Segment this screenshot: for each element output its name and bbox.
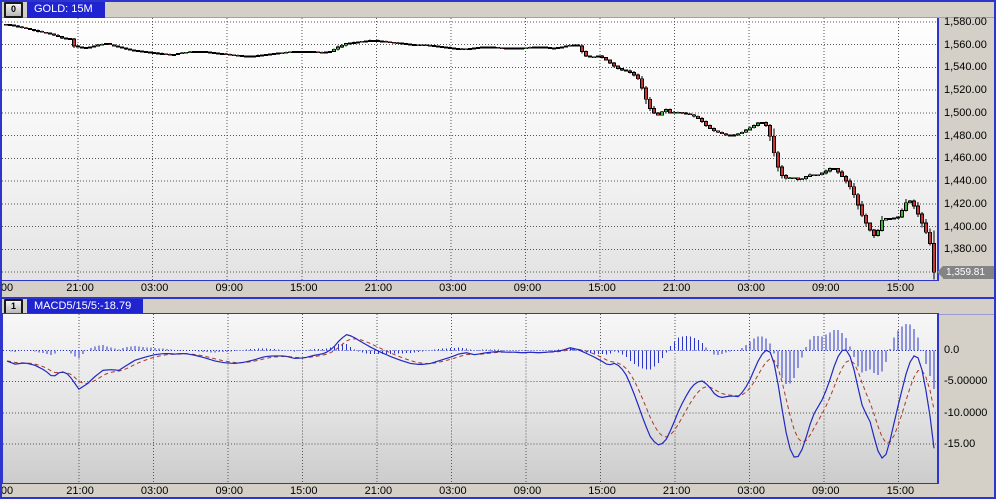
time-axis-tick: 21:00	[364, 282, 393, 294]
price-axis-tick: 1,560.00	[944, 38, 987, 51]
price-axis-tick: 1,380.00	[944, 243, 987, 256]
candlestick-chart[interactable]	[2, 18, 939, 281]
last-price-marker: 1,359.81	[937, 265, 994, 279]
time-axis-tick: 09:00	[215, 282, 243, 294]
price-axis-tick: 1,540.00	[944, 61, 987, 74]
time-axis-tick: :00	[2, 485, 14, 497]
time-axis-tick: 21:00	[66, 485, 94, 497]
price-axis-tick: 1,420.00	[944, 197, 987, 210]
price-axis-tick: 1,460.00	[944, 152, 987, 165]
time-axis-tick: 03:00	[737, 282, 765, 294]
price-axis: 1,580.00 1,560.00 1,540.00 1,520.00 1,500.00…	[941, 16, 994, 281]
time-axis-tick: 21:00	[66, 282, 94, 294]
time-axis-tick: 15:00	[886, 485, 915, 497]
time-axis-tick: 03:00	[439, 485, 467, 497]
macd-axis-tick: -15.00	[944, 438, 976, 450]
time-axis-tick: 03:00	[737, 485, 765, 497]
time-axis-tick: 09:00	[812, 485, 840, 497]
price-axis-tick: 1,440.00	[944, 175, 987, 188]
macd-axis-tick: -5.00000	[944, 375, 988, 387]
time-axis-tick: 03:00	[140, 282, 169, 294]
time-axis-tick: 15:00	[886, 282, 915, 294]
time-axis-tick: 09:00	[513, 485, 542, 497]
price-axis-tick: 1,500.00	[944, 106, 987, 119]
time-axis-tick: 15:00	[290, 485, 318, 497]
time-axis-top: :00 21:00 03:00 09:00 15:00 21:00 03:00 09:00 15…	[2, 281, 994, 296]
macd-chart[interactable]	[2, 313, 939, 484]
price-axis-tick: 1,480.00	[944, 129, 987, 142]
time-axis-tick: 15:00	[290, 282, 318, 294]
time-axis-tick: 21:00	[662, 282, 691, 294]
indicator-title-bar[interactable]: MACD5/15/5:-18.79	[27, 298, 144, 315]
pane-separator[interactable]	[2, 297, 994, 299]
macd-axis: 0.0 -5.00000 -10.0000 -15.00	[941, 313, 994, 484]
time-axis-tick: 03:00	[439, 282, 467, 294]
time-axis-tick: 03:00	[140, 485, 169, 497]
price-axis-tick: 1,580.00	[944, 16, 987, 28]
price-axis-tick: 1,520.00	[944, 84, 987, 97]
pane-0-button[interactable]: 0	[4, 2, 23, 18]
time-axis-tick: 09:00	[513, 282, 542, 294]
time-axis-bottom: :00 21:00 03:00 09:00 15:00 21:00 03:00 09:00 15…	[2, 484, 994, 497]
time-axis-tick: :00	[2, 282, 14, 294]
time-axis-tick: 21:00	[662, 485, 691, 497]
time-axis-tick: 09:00	[812, 282, 840, 294]
price-axis-tick: 1,400.00	[944, 220, 987, 233]
price-pane-header: 0 GOLD: 15M	[2, 2, 994, 18]
macd-axis-tick: -10.0000	[944, 406, 988, 419]
time-axis-tick: 15:00	[588, 282, 616, 294]
symbol-title-bar[interactable]: GOLD: 15M	[27, 2, 105, 18]
macd-axis-tick: 0.0	[944, 343, 960, 356]
time-axis-tick: 21:00	[364, 485, 393, 497]
time-axis-tick: 15:00	[588, 485, 616, 497]
time-axis-tick: 09:00	[215, 485, 243, 497]
